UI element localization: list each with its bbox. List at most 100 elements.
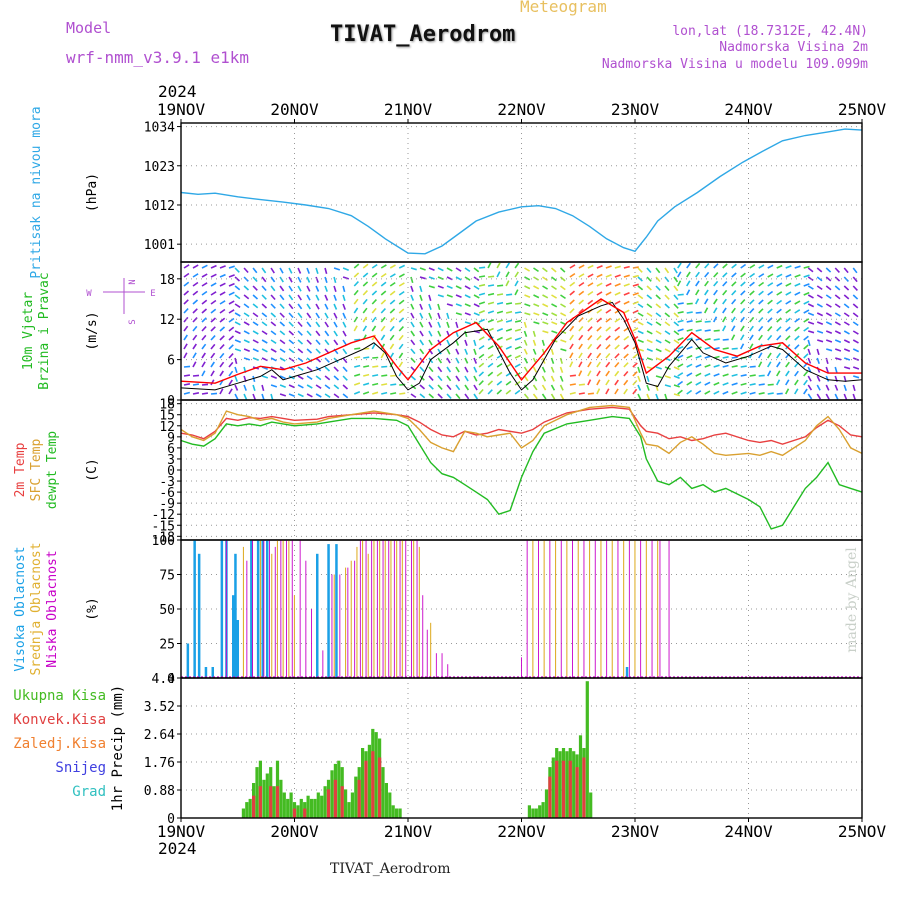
wind-arrow xyxy=(446,267,453,272)
wind-arrow xyxy=(816,312,824,317)
y-axis-unit: 1hr Precip (mm) xyxy=(110,685,126,811)
wind-arrow xyxy=(473,366,478,373)
wind-arrow xyxy=(362,391,370,395)
wind-arrow xyxy=(455,312,462,316)
wind-arrow xyxy=(541,366,546,373)
wind-arrow xyxy=(243,267,249,274)
bar-precip xyxy=(374,732,378,818)
bar-clouds xyxy=(246,560,248,678)
y-tick-label: 1001 xyxy=(144,238,175,253)
wind-arrow xyxy=(695,355,702,359)
wind-arrow xyxy=(464,393,470,400)
bar-precip xyxy=(255,767,259,818)
wind-arrow xyxy=(551,285,557,291)
wind-arrow xyxy=(677,337,684,341)
wind-arrow xyxy=(353,382,361,386)
bar-precip xyxy=(316,792,320,818)
wind-arrow xyxy=(825,393,830,400)
wind-arrow xyxy=(834,384,839,391)
wind-arrow xyxy=(843,339,851,344)
wind-arrow xyxy=(315,348,321,354)
wind-arrow xyxy=(398,334,404,341)
wind-arrow xyxy=(419,339,425,346)
y-axis-label: Srednja Oblacnost xyxy=(29,542,44,675)
wind-arrow xyxy=(673,267,678,274)
wind-arrow xyxy=(749,281,755,287)
wind-arrow xyxy=(596,291,603,296)
wind-arrow xyxy=(785,361,790,368)
wind-arrow xyxy=(362,281,369,287)
bar-precip xyxy=(582,757,586,818)
wind-arrow xyxy=(776,361,781,368)
bar-precip xyxy=(357,779,361,818)
wind-arrow xyxy=(569,343,574,350)
wind-arrow xyxy=(776,299,783,305)
wind-arrow xyxy=(767,361,772,368)
wind-arrow xyxy=(210,361,215,368)
wind-arrow xyxy=(758,352,763,359)
wind-arrow xyxy=(722,263,728,269)
wind-arrow xyxy=(749,391,756,395)
y-tick-label: 12 xyxy=(159,313,175,328)
wind-arrow xyxy=(210,317,217,323)
bar-clouds xyxy=(236,620,239,678)
wind-arrow xyxy=(210,352,216,359)
wind-arrow xyxy=(478,336,485,341)
wind-arrow xyxy=(740,334,745,341)
wind-arrow xyxy=(578,299,585,305)
wind-arrow xyxy=(428,285,435,289)
wind-arrow xyxy=(825,366,829,373)
wind-arrow xyxy=(333,366,339,372)
wind-arrow xyxy=(559,393,565,400)
wind-arrow xyxy=(201,290,208,296)
wind-arrow xyxy=(297,339,304,345)
wind-arrow xyxy=(455,348,460,355)
wind-arrow xyxy=(324,330,330,337)
location-line-1: lon,lat (18.7312E, 42.4N) xyxy=(672,24,868,39)
wind-arrow xyxy=(596,370,601,377)
wind-arrow xyxy=(542,321,549,325)
wind-arrow xyxy=(192,383,200,386)
wind-arrow xyxy=(664,393,668,400)
wind-arrow xyxy=(551,321,558,326)
wind-arrow xyxy=(192,361,197,368)
wind-arrow xyxy=(749,299,755,305)
wind-arrow xyxy=(596,352,602,359)
wind-arrow xyxy=(455,339,460,346)
wind-arrow xyxy=(816,330,824,334)
y-tick-label: 100 xyxy=(152,534,175,549)
wind-arrow xyxy=(219,344,225,350)
wind-arrow xyxy=(478,371,485,377)
bar-clouds xyxy=(256,540,260,678)
wind-arrow xyxy=(428,303,432,310)
bar-clouds xyxy=(411,540,412,678)
wind-arrow xyxy=(428,393,435,399)
wind-arrow xyxy=(758,374,765,377)
wind-arrow xyxy=(533,303,540,308)
wind-arrow xyxy=(523,393,530,400)
wind-arrow xyxy=(219,317,226,323)
wind-arrow xyxy=(210,282,217,287)
wind-arrow xyxy=(279,348,286,353)
wind-arrow xyxy=(844,366,851,370)
wind-arrow xyxy=(324,339,330,346)
y-tick-label: 9 xyxy=(167,431,175,446)
bar-clouds xyxy=(668,540,670,678)
wind-arrow xyxy=(686,320,693,323)
bar-clouds xyxy=(242,546,244,678)
wind-arrow xyxy=(381,365,388,368)
wind-arrow xyxy=(559,375,564,382)
wind-arrow xyxy=(297,366,304,371)
wind-arrow xyxy=(487,380,494,386)
wind-arrow xyxy=(428,348,434,355)
wind-arrow xyxy=(785,308,792,314)
wind-arrow xyxy=(324,294,329,301)
wind-arrow xyxy=(234,357,238,365)
wind-arrow xyxy=(192,273,199,278)
wind-arrow xyxy=(731,272,737,278)
wind-arrow xyxy=(569,281,576,287)
wind-arrow xyxy=(655,330,662,335)
wind-arrow xyxy=(686,372,693,377)
wind-arrow xyxy=(410,375,417,381)
wind-arrow xyxy=(834,348,842,352)
